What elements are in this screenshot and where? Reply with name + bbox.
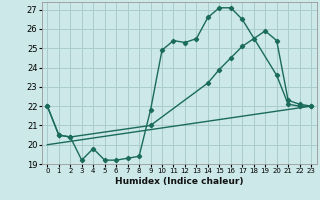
- X-axis label: Humidex (Indice chaleur): Humidex (Indice chaleur): [115, 177, 244, 186]
